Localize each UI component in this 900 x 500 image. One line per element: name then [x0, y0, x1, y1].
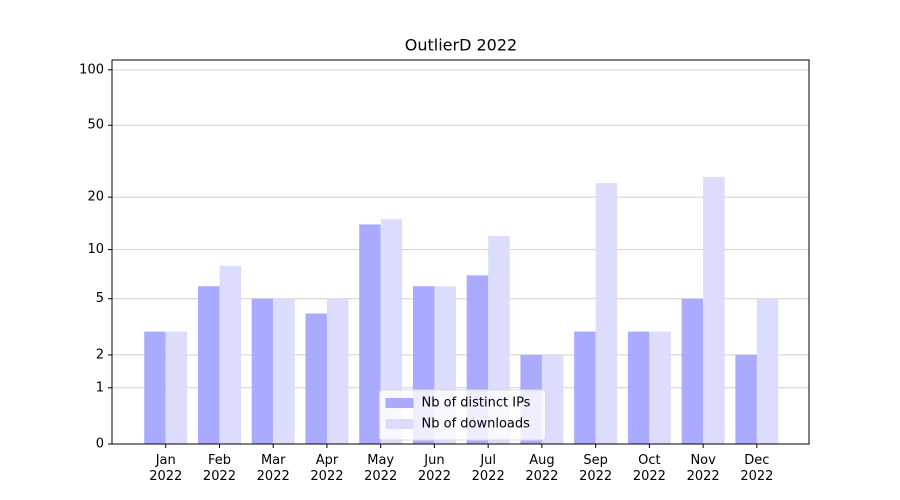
y-tick-label: 0: [96, 437, 104, 452]
x-tick-label: Jun 2022: [417, 453, 451, 484]
y-tick-label: 50: [87, 118, 104, 133]
bar: [219, 265, 241, 444]
bar: [144, 331, 166, 444]
bar: [756, 298, 779, 444]
x-tick-label: Nov 2022: [686, 453, 720, 484]
x-tick-label: Mar 2022: [256, 453, 290, 484]
x-tick-label: Dec 2022: [740, 453, 774, 484]
bar: [165, 331, 188, 444]
bar: [380, 219, 403, 444]
bar: [649, 331, 671, 444]
axes-frame: [111, 59, 810, 445]
bar: [574, 331, 596, 444]
bar: [703, 176, 725, 444]
bar: [595, 183, 618, 445]
bar: [541, 354, 564, 444]
x-tick-label: Oct 2022: [632, 453, 666, 484]
x-tick-label: Aug 2022: [525, 453, 559, 484]
bar: [359, 224, 381, 444]
bar: [326, 298, 349, 444]
y-tick-label: 10: [87, 242, 104, 257]
bar: [251, 298, 274, 444]
legend-box: [379, 389, 546, 441]
legend-label: Nb of downloads: [422, 417, 531, 432]
bar: [681, 298, 704, 444]
x-tick-label: Feb 2022: [202, 453, 237, 484]
legend: Nb of distinct IPs Nb of downloads: [379, 389, 546, 441]
bar: [273, 298, 295, 444]
y-tick-label: 1: [96, 380, 104, 395]
bar: [627, 331, 650, 444]
legend-swatch: [385, 398, 414, 408]
bar: [735, 354, 757, 444]
x-tick-label: Sep 2022: [579, 453, 613, 484]
legend-swatch: [385, 419, 414, 429]
legend-label: Nb of distinct IPs: [422, 396, 531, 411]
x-tick-label: Jul 2022: [471, 453, 505, 484]
y-tick-label: 5: [96, 291, 104, 306]
y-tick-label: 100: [79, 62, 104, 77]
x-tick-label: Apr 2022: [310, 453, 344, 484]
y-tick-label: 2: [96, 347, 104, 362]
y-tick-label: 20: [87, 190, 104, 205]
x-tick-label: Jan 2022: [149, 453, 183, 484]
bar: [197, 286, 220, 444]
bar: [305, 313, 327, 444]
x-tick-label: May 2022: [364, 453, 398, 484]
chart-title: OutlierD 2022: [405, 36, 517, 55]
